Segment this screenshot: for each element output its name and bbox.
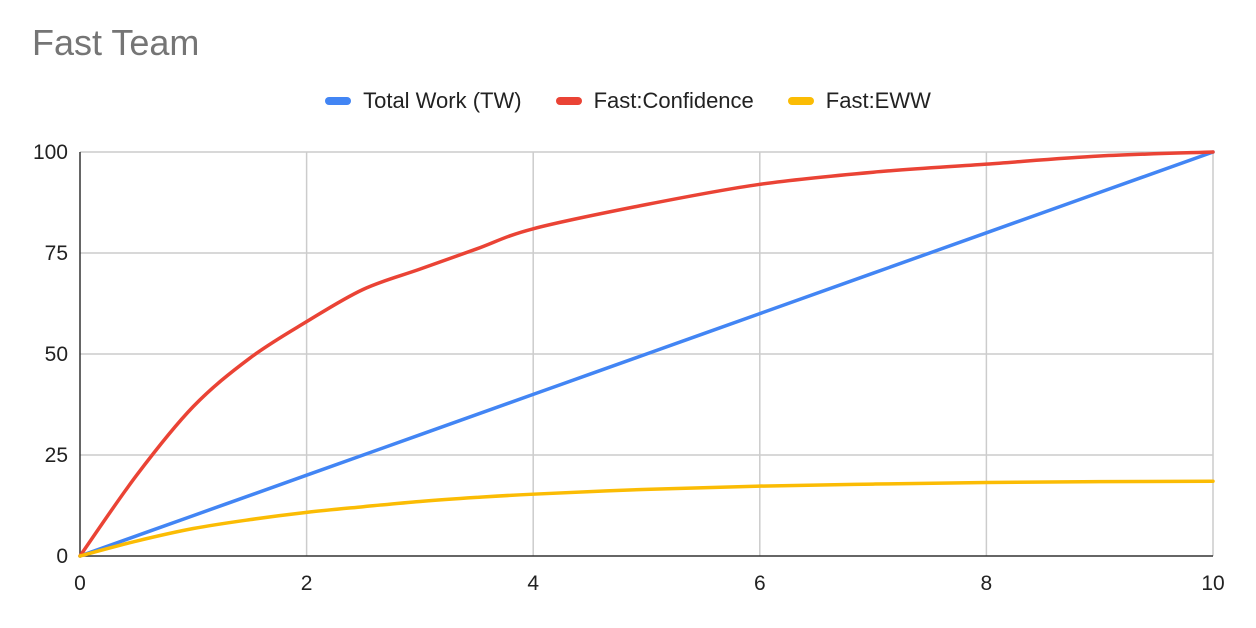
x-tick-label: 6 [754, 572, 766, 595]
legend-swatch-fast-confidence [555, 97, 582, 105]
x-tick-label: 8 [981, 572, 993, 595]
tick-labels: 0 25 50 75 100 0 2 4 6 8 10 [33, 141, 1225, 595]
y-tick-label: 75 [45, 242, 68, 265]
chart-title: Fast Team [32, 22, 200, 63]
y-tick-label: 25 [45, 444, 68, 467]
grid-lines [80, 151, 1214, 556]
y-tick-label: 50 [45, 343, 68, 366]
series-line-fast-eww [78, 479, 1215, 558]
legend: Total Work (TW) Fast:Confidence Fast:EWW [0, 88, 1256, 114]
legend-label-fast-eww: Fast:EWW [825, 88, 931, 113]
legend-label-fast-confidence: Fast:Confidence [593, 88, 754, 113]
x-tick-label: 10 [1201, 572, 1224, 595]
y-tick-label: 0 [56, 545, 68, 568]
legend-item-fast-eww[interactable]: Fast:EWW [787, 88, 931, 114]
legend-item-fast-confidence[interactable]: Fast:Confidence [555, 88, 754, 114]
x-tick-label: 0 [74, 572, 86, 595]
y-tick-label: 100 [33, 141, 68, 164]
series-line-total-work [78, 150, 1215, 558]
legend-swatch-total-work [325, 97, 352, 105]
series-line-fast-confidence [78, 150, 1215, 558]
x-tick-label: 2 [301, 572, 313, 595]
legend-item-total-work[interactable]: Total Work (TW) [325, 88, 522, 114]
legend-swatch-fast-eww [787, 97, 814, 105]
series-lines [78, 150, 1215, 558]
axes [79, 152, 1213, 557]
legend-label-total-work: Total Work (TW) [363, 88, 522, 113]
x-tick-label: 4 [527, 572, 539, 595]
